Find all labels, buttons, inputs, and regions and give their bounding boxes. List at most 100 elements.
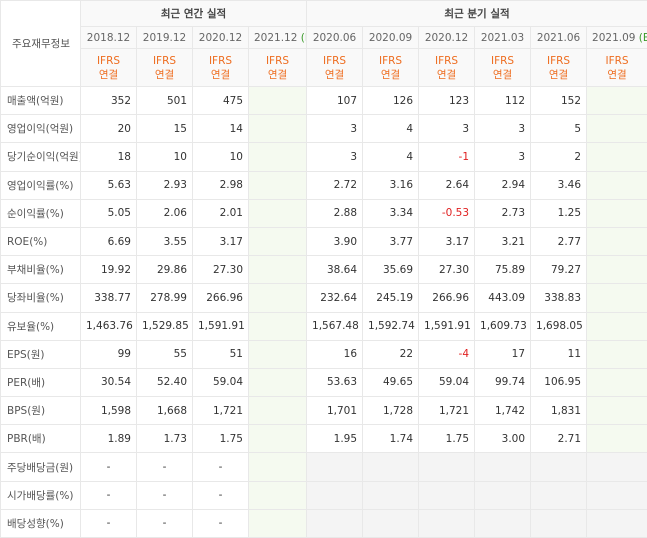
cell: 10 <box>193 143 249 171</box>
cell: 2.01 <box>193 199 249 227</box>
cell: 3.17 <box>419 227 475 255</box>
cell: 5.63 <box>81 171 137 199</box>
cell <box>249 115 307 143</box>
cell: 3.17 <box>193 227 249 255</box>
cell: 49.65 <box>363 368 419 396</box>
cell: 3 <box>307 143 363 171</box>
date-text: 2021.03 <box>481 32 524 44</box>
cell <box>307 509 363 537</box>
cell: 1,698.05 <box>531 312 587 340</box>
cell: 501 <box>137 87 193 115</box>
cell <box>587 340 647 368</box>
consolidated-text: 연결 <box>86 68 131 82</box>
cell <box>531 481 587 509</box>
ifrs-text: IFRS <box>368 54 413 68</box>
data-row: 배당성향(%)--- <box>1 509 647 537</box>
cell: 1,591.91 <box>419 312 475 340</box>
consolidated-text: 연결 <box>254 68 301 82</box>
cell: 6.69 <box>81 227 137 255</box>
ifrs-text: IFRS <box>536 54 581 68</box>
row-label: 배당성향(%) <box>1 509 81 537</box>
cell: 3 <box>307 115 363 143</box>
cell <box>587 115 647 143</box>
cell: 3 <box>475 143 531 171</box>
cell <box>249 227 307 255</box>
cell: 1.25 <box>531 199 587 227</box>
cell: 17 <box>475 340 531 368</box>
cell <box>587 368 647 396</box>
cell: 2.94 <box>475 171 531 199</box>
cell: 79.27 <box>531 256 587 284</box>
cell: 1,591.91 <box>193 312 249 340</box>
consolidated-text: 연결 <box>480 68 525 82</box>
cell <box>249 453 307 481</box>
cell <box>587 284 647 312</box>
cell: 4 <box>363 143 419 171</box>
row-label: 유보율(%) <box>1 312 81 340</box>
row-label: 당기순이익(억원) <box>1 143 81 171</box>
cell: 1,728 <box>363 397 419 425</box>
cell: 3 <box>475 115 531 143</box>
cell <box>419 453 475 481</box>
cell <box>587 227 647 255</box>
cell <box>587 425 647 453</box>
date-text: 2020.12 <box>425 32 468 44</box>
cell: 475 <box>193 87 249 115</box>
row-label: BPS(원) <box>1 397 81 425</box>
cell <box>249 87 307 115</box>
cell: - <box>137 481 193 509</box>
cell: 245.19 <box>363 284 419 312</box>
cell: 3.55 <box>137 227 193 255</box>
row-label: EPS(원) <box>1 340 81 368</box>
cell: - <box>81 453 137 481</box>
cell: 1,567.48 <box>307 312 363 340</box>
cell: 1.75 <box>419 425 475 453</box>
cell: 106.95 <box>531 368 587 396</box>
cell <box>249 171 307 199</box>
cell <box>587 397 647 425</box>
cell <box>249 425 307 453</box>
cell: - <box>193 453 249 481</box>
cell: 278.99 <box>137 284 193 312</box>
cell <box>363 453 419 481</box>
cell: 1,831 <box>531 397 587 425</box>
cell <box>249 368 307 396</box>
cell <box>531 509 587 537</box>
annual-title: 최근 연간 실적 <box>81 1 307 27</box>
cell: 1,721 <box>419 397 475 425</box>
cell: 2.88 <box>307 199 363 227</box>
cell <box>249 143 307 171</box>
cell: - <box>193 481 249 509</box>
cell: -0.53 <box>419 199 475 227</box>
cell <box>249 199 307 227</box>
consolidated-text: 연결 <box>312 68 357 82</box>
cell: 1.95 <box>307 425 363 453</box>
ifrs-text: IFRS <box>142 54 187 68</box>
cell: 2.64 <box>419 171 475 199</box>
ifrs-text: IFRS <box>198 54 243 68</box>
consolidated-text: 연결 <box>198 68 243 82</box>
cell: 3.90 <box>307 227 363 255</box>
cell: 20 <box>81 115 137 143</box>
row-label: 당좌비율(%) <box>1 284 81 312</box>
cell <box>307 481 363 509</box>
cell <box>587 199 647 227</box>
ifrs-text: IFRS <box>592 54 642 68</box>
cell <box>249 509 307 537</box>
date-text: 2021.06 <box>537 32 580 44</box>
cell: 99.74 <box>475 368 531 396</box>
date-text: 2020.06 <box>313 32 356 44</box>
cell: 10 <box>137 143 193 171</box>
